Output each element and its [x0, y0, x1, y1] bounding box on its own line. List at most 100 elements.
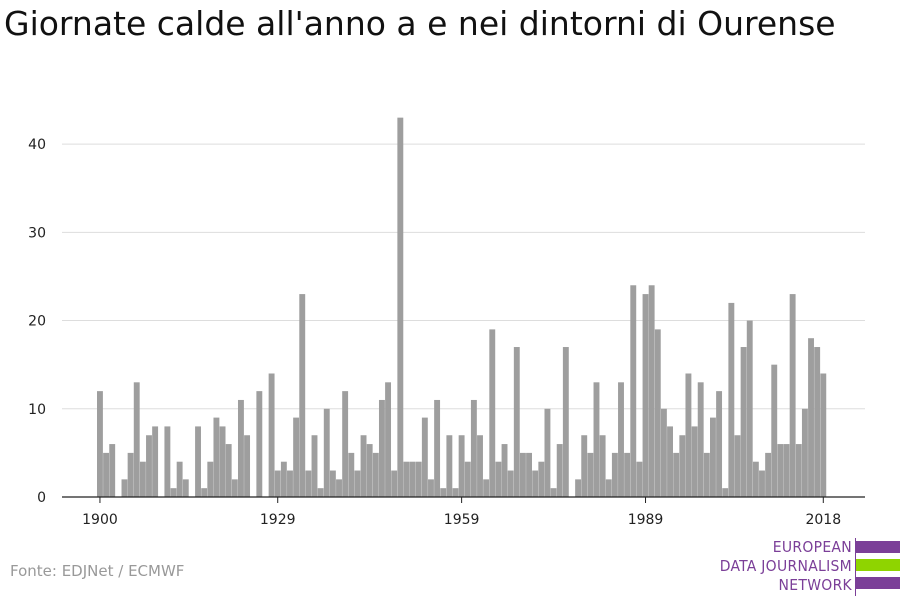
edjnet-logo[interactable]: EUROPEAN DATA JOURNALISM NETWORK	[700, 538, 900, 596]
bar-2002[interactable]	[722, 488, 729, 497]
bar-1979[interactable]	[581, 435, 588, 497]
bar-2013[interactable]	[789, 294, 796, 497]
bar-1907[interactable]	[139, 461, 146, 497]
bar-1992[interactable]	[660, 408, 667, 497]
bar-1949[interactable]	[397, 117, 404, 497]
bar-1951[interactable]	[409, 461, 416, 497]
bar-1947[interactable]	[385, 382, 392, 497]
bar-1981[interactable]	[593, 382, 600, 497]
bar-1939[interactable]	[336, 479, 342, 497]
bar-1952[interactable]	[415, 461, 422, 497]
bar-1959[interactable]	[458, 435, 465, 497]
bar-1946[interactable]	[378, 399, 385, 497]
bar-1969[interactable]	[519, 452, 526, 497]
bar-1985[interactable]	[618, 382, 624, 497]
bar-1970[interactable]	[526, 452, 532, 497]
bar-1911[interactable]	[164, 426, 171, 497]
bar-2004[interactable]	[734, 435, 741, 497]
bar-1965[interactable]	[495, 461, 502, 497]
bar-1995[interactable]	[679, 435, 686, 497]
bar-1922[interactable]	[231, 479, 238, 497]
bar-2015[interactable]	[801, 408, 808, 497]
bar-2011[interactable]	[777, 444, 784, 497]
bar-1944[interactable]	[366, 444, 373, 497]
bar-1931[interactable]	[287, 470, 293, 497]
bar-1984[interactable]	[611, 452, 618, 497]
bar-1974[interactable]	[550, 488, 557, 497]
bar-2018[interactable]	[820, 373, 827, 497]
bar-1986[interactable]	[624, 452, 631, 497]
bar-1962[interactable]	[477, 435, 483, 497]
bar-2005[interactable]	[740, 347, 747, 497]
bar-1924[interactable]	[244, 435, 251, 497]
bar-1932[interactable]	[293, 417, 300, 497]
bar-1956[interactable]	[440, 488, 447, 497]
bar-1976[interactable]	[562, 347, 569, 497]
bar-1909[interactable]	[152, 426, 159, 497]
bar-1953[interactable]	[421, 417, 428, 497]
bar-1917[interactable]	[201, 488, 208, 497]
bar-1904[interactable]	[121, 479, 128, 497]
bar-1945[interactable]	[372, 452, 379, 497]
bar-1967[interactable]	[507, 470, 514, 497]
bar-1934[interactable]	[305, 470, 312, 497]
bar-1973[interactable]	[544, 408, 551, 497]
bar-1958[interactable]	[452, 488, 459, 497]
bar-1920[interactable]	[219, 426, 226, 497]
bar-1926[interactable]	[256, 391, 263, 497]
bar-1978[interactable]	[575, 479, 582, 497]
bar-1912[interactable]	[170, 488, 177, 497]
bar-1957[interactable]	[446, 435, 453, 497]
bar-2017[interactable]	[814, 347, 821, 497]
bar-2012[interactable]	[783, 444, 790, 497]
bar-2001[interactable]	[716, 391, 723, 497]
bar-1950[interactable]	[403, 461, 410, 497]
bar-1991[interactable]	[654, 329, 661, 497]
bar-1936[interactable]	[317, 488, 324, 497]
bar-1966[interactable]	[501, 444, 508, 497]
bar-1916[interactable]	[195, 426, 201, 497]
bar-1988[interactable]	[636, 461, 643, 497]
bar-1902[interactable]	[109, 444, 116, 497]
bar-1994[interactable]	[673, 452, 680, 497]
bar-1900[interactable]	[97, 391, 103, 497]
bar-1938[interactable]	[329, 470, 336, 497]
bar-2009[interactable]	[765, 452, 772, 497]
bar-1930[interactable]	[280, 461, 287, 497]
bar-1954[interactable]	[428, 479, 434, 497]
bar-1960[interactable]	[464, 461, 471, 497]
bar-2000[interactable]	[710, 417, 716, 497]
bar-2016[interactable]	[808, 338, 814, 497]
bar-1933[interactable]	[299, 294, 306, 497]
bar-1905[interactable]	[127, 452, 134, 497]
bar-1971[interactable]	[532, 470, 539, 497]
bar-1964[interactable]	[489, 329, 496, 497]
bar-1929[interactable]	[274, 470, 281, 497]
bar-1928[interactable]	[268, 373, 275, 497]
bar-1913[interactable]	[176, 461, 183, 497]
bar-1963[interactable]	[483, 479, 490, 497]
bar-2003[interactable]	[728, 302, 735, 497]
bar-1980[interactable]	[587, 452, 594, 497]
bar-1997[interactable]	[691, 426, 698, 497]
bar-1914[interactable]	[182, 479, 189, 497]
bar-2008[interactable]	[759, 470, 765, 497]
bar-1983[interactable]	[605, 479, 612, 497]
bar-1989[interactable]	[642, 294, 649, 497]
bar-1940[interactable]	[342, 391, 349, 497]
bar-1999[interactable]	[703, 452, 710, 497]
bar-1961[interactable]	[470, 399, 477, 497]
bar-1998[interactable]	[697, 382, 704, 497]
bar-1923[interactable]	[237, 399, 244, 497]
bar-1996[interactable]	[685, 373, 692, 497]
bar-1968[interactable]	[513, 347, 520, 497]
bar-1919[interactable]	[213, 417, 220, 497]
bar-1941[interactable]	[348, 452, 355, 497]
bar-2014[interactable]	[795, 444, 802, 497]
bar-1908[interactable]	[146, 435, 152, 497]
bar-1972[interactable]	[538, 461, 545, 497]
bar-2007[interactable]	[752, 461, 759, 497]
bar-1943[interactable]	[360, 435, 367, 497]
bar-1993[interactable]	[667, 426, 673, 497]
bar-1937[interactable]	[323, 408, 330, 497]
